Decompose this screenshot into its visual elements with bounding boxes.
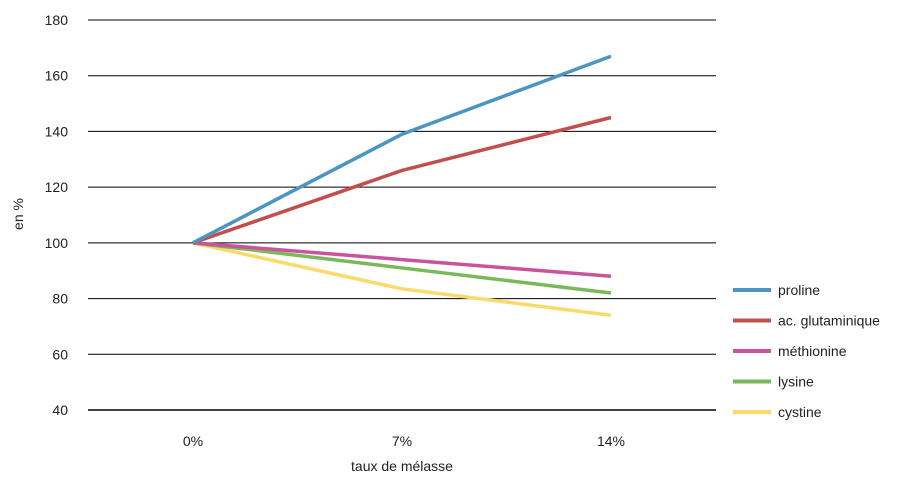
legend-label: proline: [778, 282, 820, 298]
gridlines: [88, 20, 716, 410]
y-tick-label: 140: [45, 123, 69, 139]
y-tick-label: 120: [45, 179, 69, 195]
x-axis-title: taux de mélasse: [351, 458, 453, 474]
series-line-cystine: [193, 243, 611, 315]
x-tick-label: 7%: [392, 433, 412, 449]
y-tick-label: 60: [52, 346, 68, 362]
x-tick-label: 0%: [183, 433, 203, 449]
series-line-lysine: [193, 243, 611, 293]
legend-item: ac. glutaminique: [733, 313, 880, 329]
y-tick-label: 160: [45, 68, 69, 84]
legend-label: lysine: [778, 374, 814, 390]
y-axis-title: en %: [10, 198, 26, 230]
legend-label: ac. glutaminique: [778, 313, 880, 329]
series-lines: [193, 56, 611, 315]
y-tick-label: 180: [45, 12, 69, 28]
series-line-proline: [193, 56, 611, 243]
y-tick-label: 100: [45, 235, 69, 251]
legend-item: méthionine: [733, 343, 847, 359]
x-axis-ticks: 0% 7% 14%: [183, 433, 625, 449]
legend-label: méthionine: [778, 343, 847, 359]
legend-label: cystine: [778, 404, 822, 420]
y-axis-ticks: 40 60 80 100 120 140 160 180: [45, 12, 69, 418]
y-tick-label: 40: [52, 402, 68, 418]
legend: proline ac. glutaminique méthionine lysine c…: [733, 282, 880, 420]
series-line-ac-glutaminique: [193, 118, 611, 243]
x-tick-label: 14%: [597, 433, 625, 449]
series-line-m-thionine: [193, 243, 611, 276]
legend-item: lysine: [733, 374, 814, 390]
y-tick-label: 80: [52, 291, 68, 307]
legend-item: proline: [733, 282, 820, 298]
legend-item: cystine: [733, 404, 822, 420]
